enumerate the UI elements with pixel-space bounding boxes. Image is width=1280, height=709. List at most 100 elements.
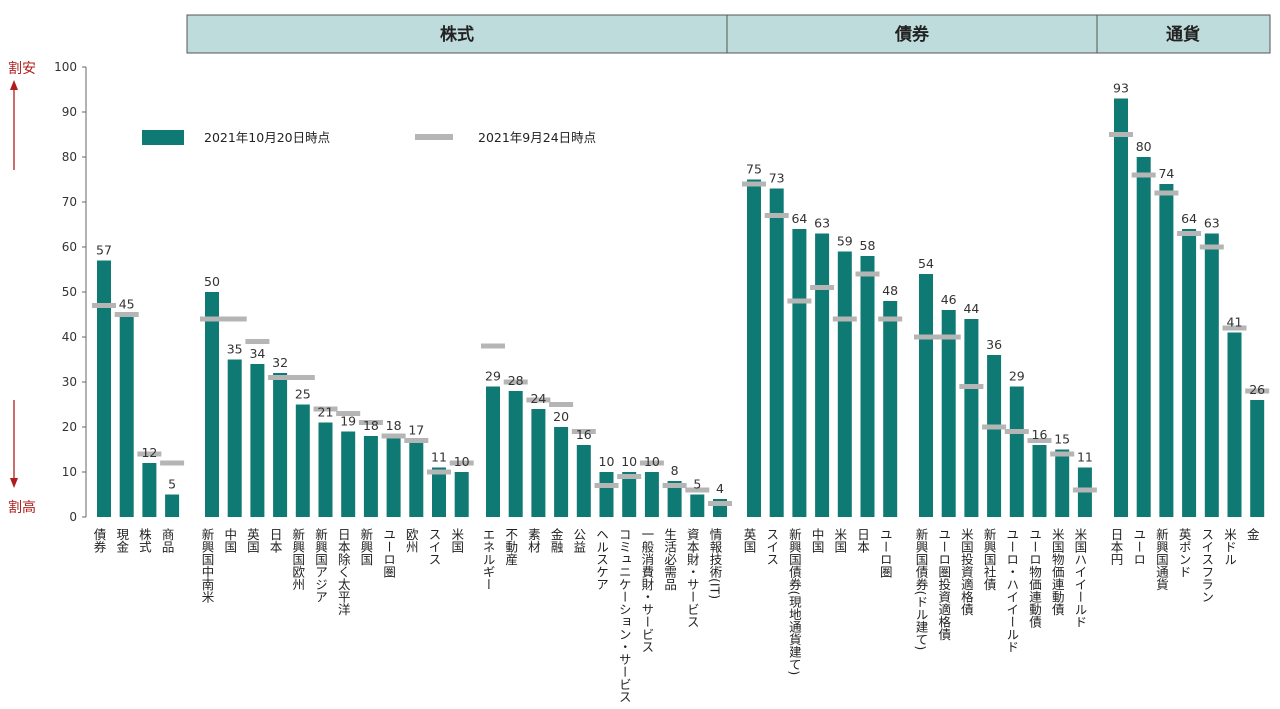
category-label: 公益: [571, 528, 586, 553]
category-label: 英ポンド: [1177, 528, 1192, 578]
category-label: 新興国中南米: [200, 527, 215, 603]
marker-previous: [1004, 429, 1029, 434]
marker-previous: [404, 438, 429, 443]
bar-current: [1055, 449, 1070, 517]
bar-current: [432, 467, 446, 517]
section-headers: 株式 債券 通貨: [186, 14, 1271, 54]
value-label: 41: [1227, 315, 1243, 330]
bar-current: [919, 274, 933, 517]
y-tick-label: 40: [62, 330, 77, 344]
marker-previous: [617, 474, 642, 479]
category-label: エネルギー: [481, 528, 496, 591]
value-label: 18: [386, 418, 402, 433]
marker-previous: [427, 469, 451, 475]
value-label: 73: [769, 171, 785, 186]
value-label: 17: [408, 423, 424, 438]
legend-swatch-previous: [415, 134, 453, 140]
category-label: ユーロ圏: [878, 528, 893, 579]
category-label: 生活必需品: [662, 528, 677, 591]
bar-current: [486, 386, 500, 517]
category-label: 現金: [114, 528, 129, 553]
bar-current: [1159, 184, 1174, 517]
bar-current: [644, 472, 659, 517]
bar-current: [941, 310, 956, 517]
bar-current: [142, 463, 157, 517]
bar-current: [1032, 445, 1047, 517]
marker-previous: [137, 451, 162, 457]
y-tick-label: 100: [54, 60, 77, 74]
value-label: 29: [1009, 369, 1025, 384]
category-label: 新興国欧州: [290, 527, 305, 591]
value-label: 58: [860, 238, 876, 253]
value-label: 32: [272, 355, 288, 370]
value-label: 64: [1181, 211, 1197, 226]
marker-previous: [449, 460, 474, 466]
marker-previous: [878, 316, 903, 322]
bar-current: [295, 404, 310, 517]
header-label-stocks: 株式: [440, 24, 474, 45]
category-label: 英国: [245, 528, 260, 553]
bar-current: [318, 422, 333, 517]
bar-current: [531, 409, 546, 517]
bar-current: [554, 427, 569, 517]
marker-previous: [381, 433, 406, 439]
marker-previous: [1177, 231, 1202, 236]
value-label: 5: [693, 477, 701, 492]
marker-previous: [1131, 172, 1156, 178]
y-tick-label: 30: [62, 375, 77, 389]
value-label: 44: [963, 301, 979, 316]
marker-previous: [571, 429, 596, 434]
marker-previous: [160, 460, 185, 466]
category-label: 米国物価連動債: [1050, 528, 1065, 616]
bar-current: [769, 188, 784, 517]
bar-current: [792, 229, 807, 517]
value-label: 26: [1249, 382, 1265, 397]
category-label: 欧州: [404, 528, 419, 553]
category-label: ヘルスケア: [594, 528, 609, 591]
bar-current: [1227, 332, 1242, 517]
bar-current: [883, 301, 898, 517]
header-label-currency: 通貨: [1166, 24, 1200, 45]
category-label: 米国ハイイールド: [1072, 528, 1087, 628]
category-label: ユーロ物価連動債: [1027, 528, 1042, 629]
value-label: 45: [119, 297, 135, 312]
category-label: コミュニケーション・サービス: [617, 528, 632, 703]
value-label: 50: [204, 274, 220, 289]
bar-current: [667, 481, 682, 517]
marker-previous: [1109, 132, 1133, 137]
marker-previous: [526, 397, 551, 403]
value-label: 10: [621, 454, 637, 469]
category-label: 米国: [832, 528, 847, 553]
category-label: ユーロ圏: [381, 528, 396, 579]
valuation-side-indicator: 割安 割高: [8, 60, 36, 516]
bar-current: [1204, 233, 1219, 517]
bars-layer: 57債券45現金12株式5商品50新興国中南米35中国34英国32日本25新興国…: [92, 81, 1270, 703]
bar-current: [273, 373, 288, 517]
marker-previous: [914, 334, 938, 340]
marker-previous: [336, 411, 361, 416]
value-label: 63: [814, 216, 830, 231]
marker-previous: [742, 181, 766, 187]
bar-current: [1250, 400, 1265, 517]
y-tick-label: 50: [62, 285, 77, 299]
y-tick-label: 0: [69, 510, 77, 524]
header-box-bonds: [726, 14, 1098, 54]
bar-current: [165, 494, 180, 517]
category-label: 債券: [92, 527, 107, 553]
value-label: 10: [454, 454, 470, 469]
legend-swatch-current: [142, 130, 184, 145]
value-label: 63: [1204, 216, 1220, 231]
marker-previous: [708, 501, 732, 506]
value-label: 48: [882, 283, 898, 298]
marker-previous: [290, 375, 315, 380]
value-label: 35: [227, 342, 243, 357]
y-tick-label: 10: [62, 465, 77, 479]
marker-previous: [787, 298, 812, 304]
value-label: 36: [986, 337, 1002, 352]
value-label: 11: [431, 450, 447, 465]
category-label: 米国投資適格債: [959, 528, 974, 616]
category-label: ユーロ: [1131, 528, 1146, 566]
category-label: ユーロ圏投資適格債: [936, 528, 951, 641]
value-label: 74: [1158, 166, 1174, 181]
